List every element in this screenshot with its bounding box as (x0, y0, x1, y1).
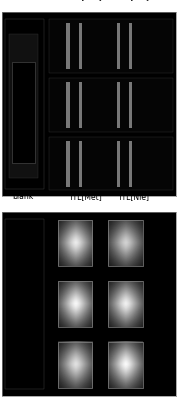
FancyBboxPatch shape (117, 141, 120, 187)
Text: blank: blank (12, 192, 33, 201)
FancyBboxPatch shape (49, 78, 173, 132)
Text: blank: blank (12, 0, 33, 1)
FancyBboxPatch shape (67, 82, 70, 128)
FancyBboxPatch shape (49, 137, 173, 190)
Text: TTL[Met]: TTL[Met] (69, 192, 102, 201)
FancyBboxPatch shape (117, 82, 120, 128)
FancyBboxPatch shape (129, 82, 132, 128)
Text: TTL[Met]: TTL[Met] (69, 0, 102, 1)
FancyBboxPatch shape (5, 219, 44, 389)
FancyBboxPatch shape (9, 34, 38, 178)
Text: TTL[Nle]: TTL[Nle] (118, 192, 150, 201)
FancyBboxPatch shape (117, 23, 120, 69)
FancyBboxPatch shape (79, 82, 82, 128)
FancyBboxPatch shape (49, 19, 173, 73)
FancyBboxPatch shape (12, 62, 35, 163)
Text: TTL[Nle]: TTL[Nle] (118, 0, 150, 1)
FancyBboxPatch shape (129, 141, 132, 187)
FancyBboxPatch shape (67, 23, 70, 69)
FancyBboxPatch shape (5, 19, 44, 189)
FancyBboxPatch shape (79, 141, 82, 187)
FancyBboxPatch shape (129, 23, 132, 69)
FancyBboxPatch shape (67, 141, 70, 187)
FancyBboxPatch shape (79, 23, 82, 69)
